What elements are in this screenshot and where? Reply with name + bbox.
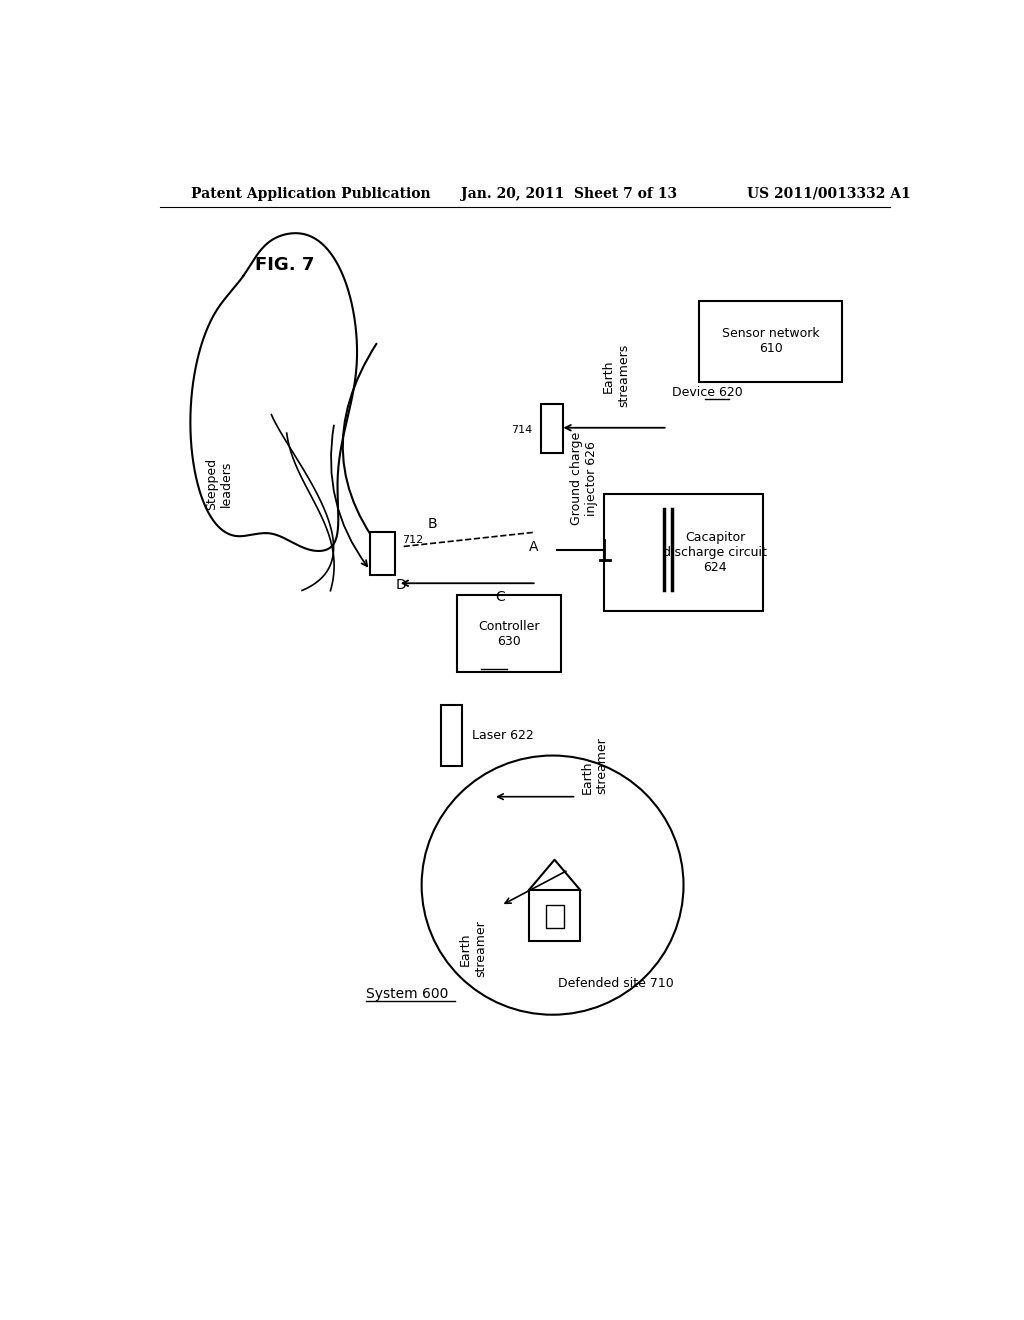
Bar: [441, 705, 462, 766]
Bar: [528, 890, 581, 941]
Text: 714: 714: [511, 425, 532, 434]
Text: D: D: [395, 578, 407, 593]
Text: Sensor network
610: Sensor network 610: [722, 327, 819, 355]
Text: FIG. 7: FIG. 7: [255, 256, 314, 275]
Bar: [541, 404, 563, 453]
Text: Earth
streamer: Earth streamer: [459, 921, 487, 977]
Text: Controller
630: Controller 630: [478, 619, 540, 648]
Text: Jan. 20, 2011  Sheet 7 of 13: Jan. 20, 2011 Sheet 7 of 13: [461, 187, 678, 201]
Text: Earth
streamers: Earth streamers: [602, 345, 630, 408]
Text: Defended site 710: Defended site 710: [558, 977, 674, 990]
Text: A: A: [528, 540, 539, 553]
Text: C: C: [496, 590, 505, 605]
Text: System 600: System 600: [367, 987, 449, 1001]
Bar: [546, 906, 563, 928]
Text: Laser 622: Laser 622: [472, 729, 534, 742]
Bar: [604, 494, 763, 611]
Text: Cacapitor
discharge circuit
624: Cacapitor discharge circuit 624: [664, 531, 767, 574]
Bar: [699, 301, 842, 381]
Text: Earth
streamer: Earth streamer: [581, 737, 608, 793]
Bar: [458, 595, 560, 672]
Text: Stepped
leaders: Stepped leaders: [205, 458, 233, 510]
Text: Device 620: Device 620: [672, 385, 742, 399]
Text: Ground charge
injector 626: Ground charge injector 626: [570, 432, 598, 525]
Bar: [370, 532, 395, 576]
Text: US 2011/0013332 A1: US 2011/0013332 A1: [748, 187, 910, 201]
Ellipse shape: [422, 755, 684, 1015]
Text: 712: 712: [401, 535, 423, 545]
Text: Patent Application Publication: Patent Application Publication: [191, 187, 431, 201]
Text: B: B: [428, 517, 437, 532]
